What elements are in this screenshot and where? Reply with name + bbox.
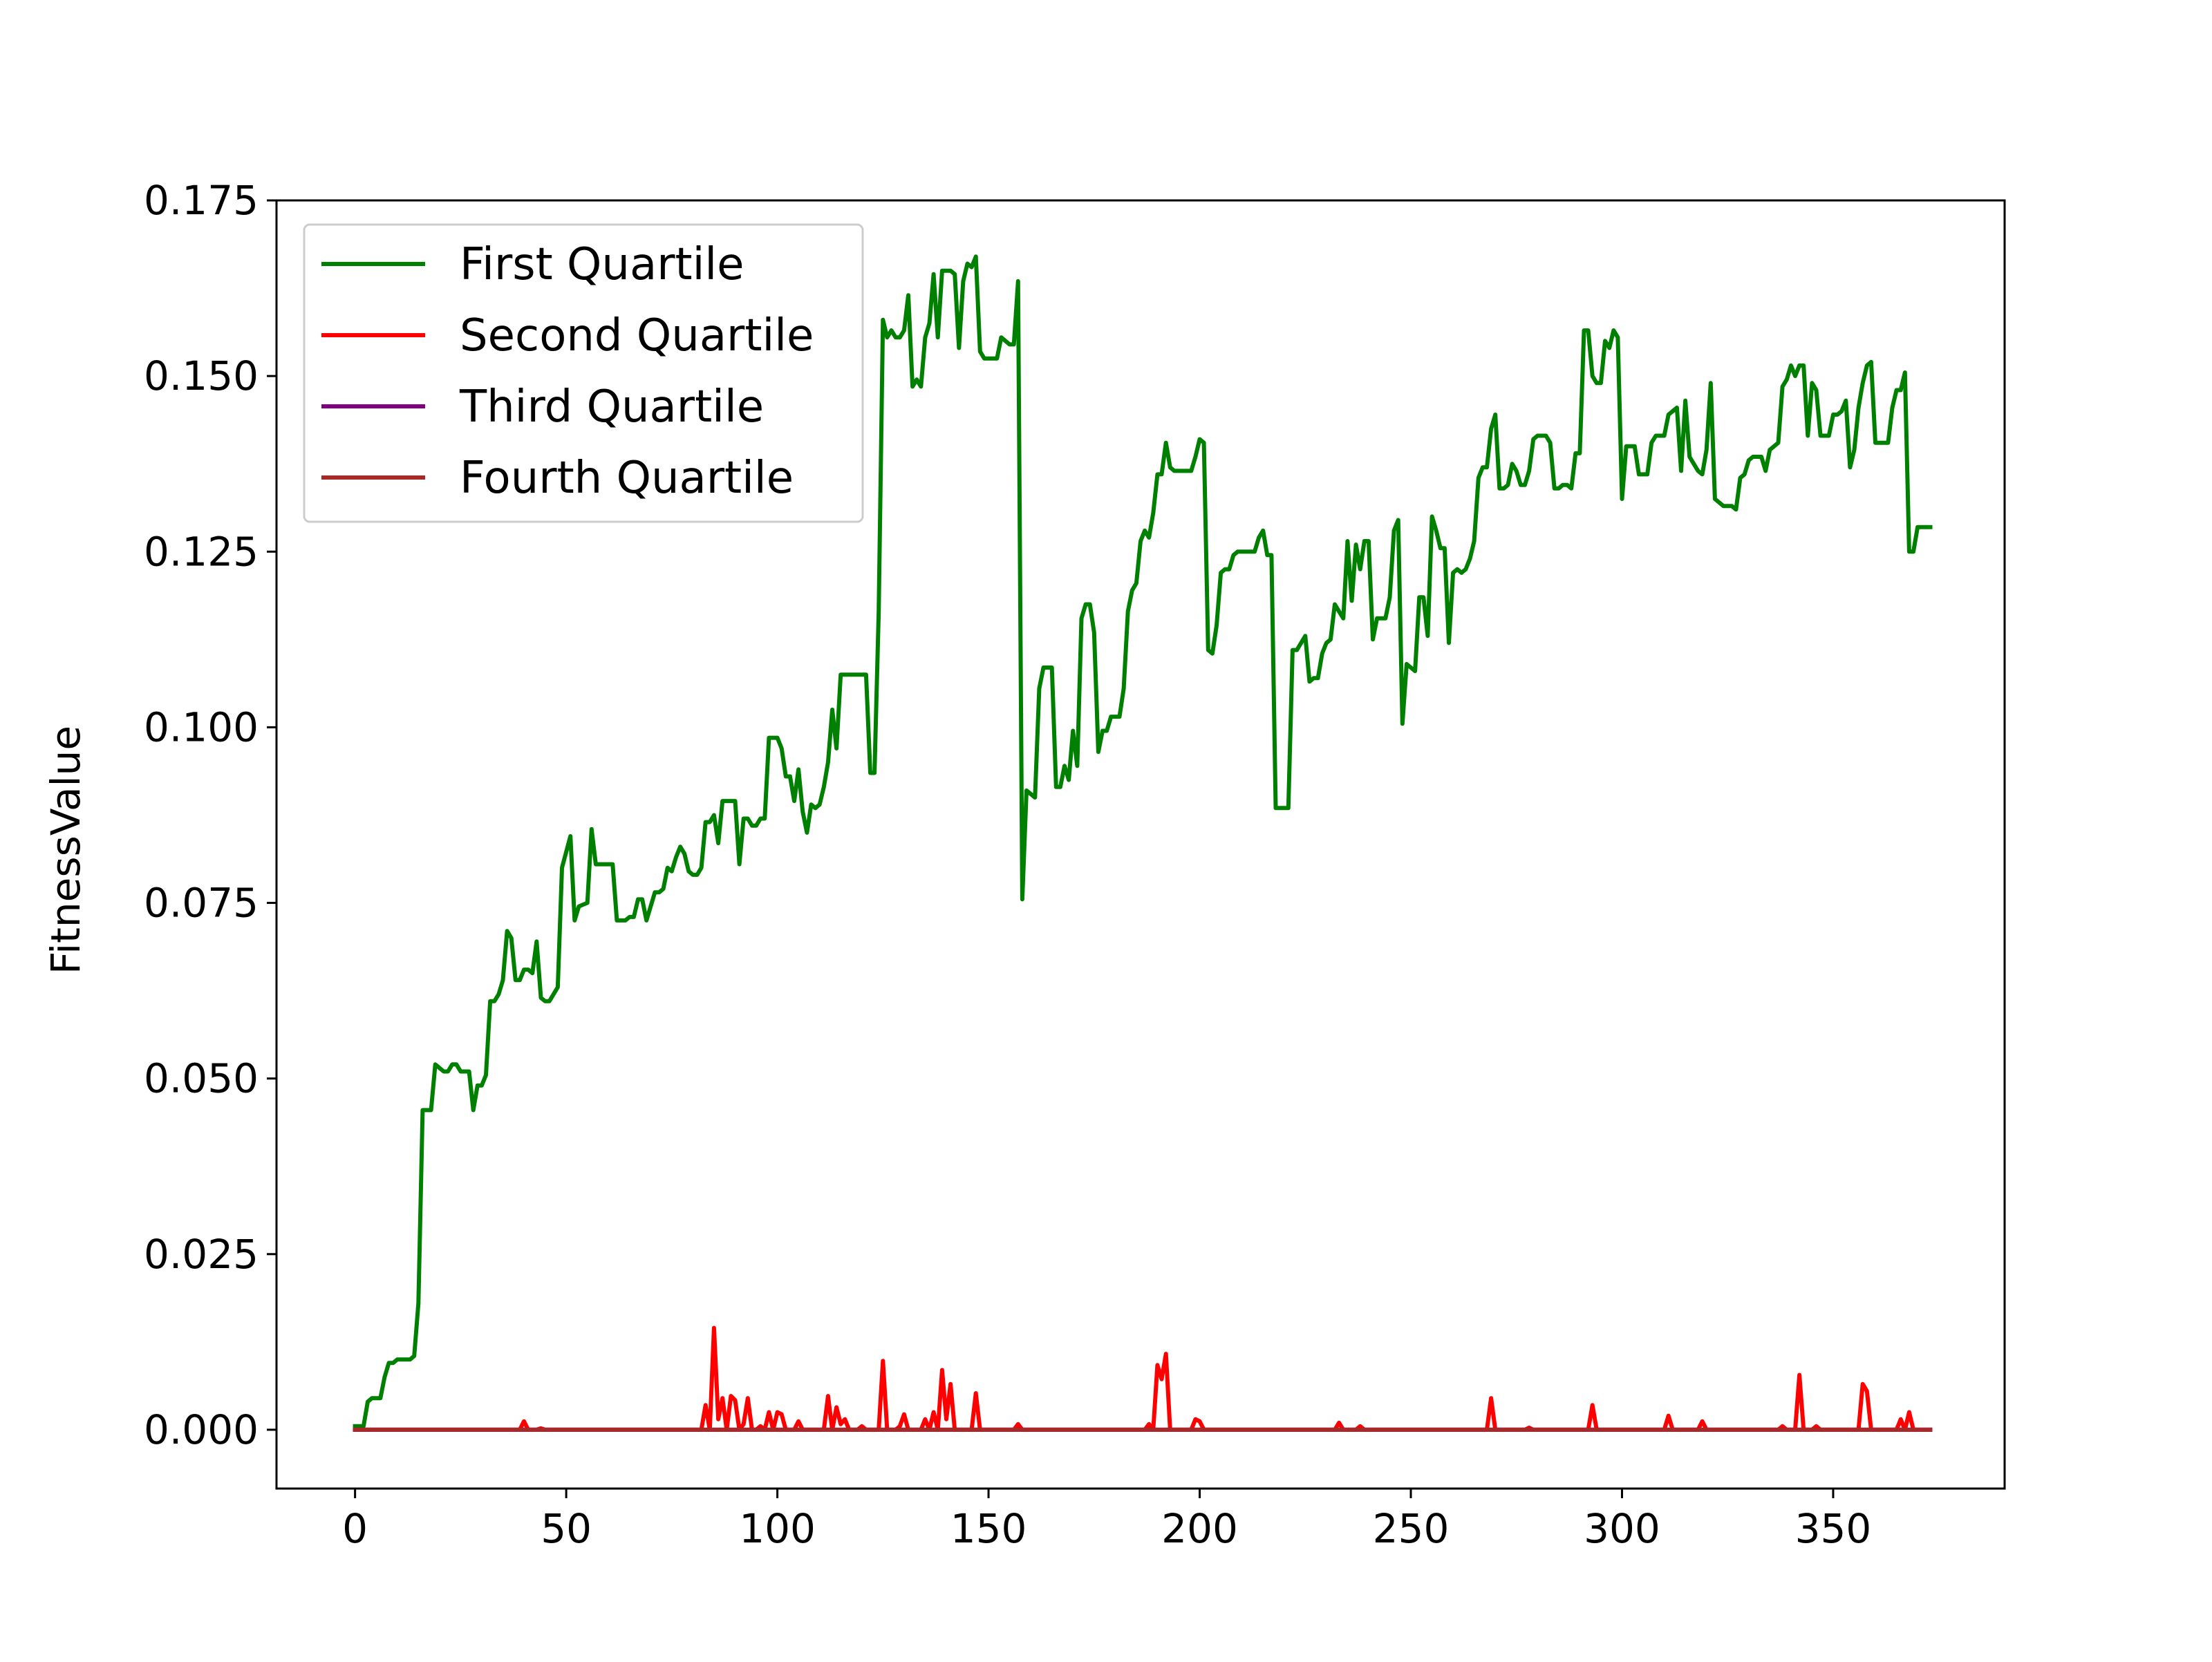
series-line-2 <box>353 1325 1933 1432</box>
y-tick-label: 0.100 <box>144 703 259 750</box>
legend-items: First Quartile Second Quartile Third Quart… <box>321 239 814 504</box>
series-layer <box>353 254 1933 1432</box>
legend-label: Fourth Quartile <box>460 453 794 504</box>
x-tick-label: 100 <box>739 1505 816 1552</box>
x-tick-label: 0 <box>342 1505 368 1552</box>
y-tick-label: 0.075 <box>144 880 259 927</box>
legend-label: Third Quartile <box>459 381 764 433</box>
y-tick-label: 0.175 <box>144 177 259 224</box>
x-axis: 0 50 100 150 200 250 300 350 <box>342 1489 1871 1552</box>
series-line-1 <box>353 254 1933 1428</box>
x-tick-label: 300 <box>1584 1505 1660 1552</box>
x-tick-label: 200 <box>1161 1505 1238 1552</box>
plot-area-frame <box>275 199 2006 1490</box>
x-tick-label: 250 <box>1373 1505 1450 1552</box>
y-axis: 0.000 0.025 0.050 0.075 0.100 0.125 0.150 0.175 <box>144 177 276 1453</box>
x-tick-label: 150 <box>950 1505 1027 1552</box>
legend-box <box>303 223 864 523</box>
y-tick-label: 0.150 <box>144 352 259 399</box>
x-tick-label: 350 <box>1795 1505 1872 1552</box>
x-tick-label: 50 <box>541 1505 592 1552</box>
y-tick-label: 0.025 <box>144 1231 259 1278</box>
y-tick-label: 0.000 <box>144 1406 259 1453</box>
y-axis-label: FitnessValue <box>42 726 89 974</box>
y-tick-label: 0.125 <box>144 528 259 575</box>
y-tick-label: 0.050 <box>144 1055 259 1102</box>
legend-label: First Quartile <box>460 239 744 290</box>
legend-label: Second Quartile <box>460 310 814 361</box>
legend: First Quartile Second Quartile Third Quart… <box>303 223 864 523</box>
